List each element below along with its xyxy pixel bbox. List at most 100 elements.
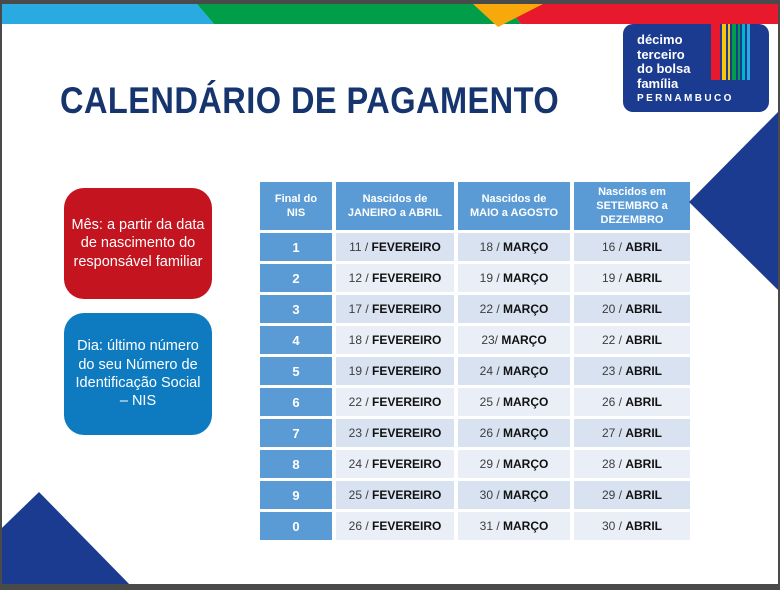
date-month: FEVEREIRO: [371, 240, 441, 254]
table-row: 4 18 / FEVEREIRO 23/ MARÇO 22 / ABRIL: [260, 326, 690, 354]
logo-title: décimo terceiro do bolsa família: [637, 32, 691, 91]
month-note-text: Mês: a partir da data de nascimento do r…: [71, 217, 205, 270]
date-month: FEVEREIRO: [372, 519, 442, 533]
date-day: 12 /: [348, 271, 369, 285]
date-month: MARÇO: [503, 457, 549, 471]
date-day: 20 /: [601, 302, 622, 316]
mai-ago-date-cell: 29 / MARÇO: [458, 450, 570, 478]
date-month: ABRIL: [625, 457, 663, 471]
date-month: ABRIL: [625, 333, 663, 347]
nis-digit-cell: 6: [260, 388, 332, 416]
date-day: 26 /: [348, 519, 369, 533]
date-month: MARÇO: [503, 488, 549, 502]
mai-ago-date-cell: 26 / MARÇO: [458, 419, 570, 447]
mai-ago-date-cell: 24 / MARÇO: [458, 357, 570, 385]
set-dez-date-cell: 19 / ABRIL: [574, 264, 690, 292]
date-day: 30 /: [479, 488, 500, 502]
date-month: ABRIL: [625, 488, 663, 502]
header-final-nis: Final do NIS: [260, 182, 332, 230]
jan-abr-date-cell: 18 / FEVEREIRO: [336, 326, 454, 354]
set-dez-date-cell: 20 / ABRIL: [574, 295, 690, 323]
set-dez-date-cell: 27 / ABRIL: [574, 419, 690, 447]
table-row: 3 17 / FEVEREIRO 22 / MARÇO 20 / ABRIL: [260, 295, 690, 323]
date-month: ABRIL: [625, 519, 663, 533]
mai-ago-date-cell: 31 / MARÇO: [458, 512, 570, 540]
date-month: FEVEREIRO: [372, 364, 442, 378]
page-title: CALENDÁRIO DE PAGAMENTO: [60, 80, 560, 121]
date-day: 23/: [481, 333, 498, 347]
jan-abr-date-cell: 24 / FEVEREIRO: [336, 450, 454, 478]
date-day: 22 /: [601, 333, 622, 347]
date-day: 24 /: [348, 457, 369, 471]
logo-line: décimo: [637, 32, 683, 47]
nis-digit-cell: 9: [260, 481, 332, 509]
date-day: 31 /: [479, 519, 500, 533]
logo-stripes-icon: [711, 24, 750, 80]
date-month: MARÇO: [503, 302, 549, 316]
header-mai-ago: Nascidos de MAIO a AGOSTO: [458, 182, 570, 230]
set-dez-date-cell: 28 / ABRIL: [574, 450, 690, 478]
date-day: 30 /: [601, 519, 622, 533]
table-row: 9 25 / FEVEREIRO 30 / MARÇO 29 / ABRIL: [260, 481, 690, 509]
logo-line: do bolsa: [637, 61, 691, 77]
mai-ago-date-cell: 19 / MARÇO: [458, 264, 570, 292]
date-day: 26 /: [601, 395, 622, 409]
date-month: MARÇO: [503, 426, 549, 440]
set-dez-date-cell: 23 / ABRIL: [574, 357, 690, 385]
mai-ago-date-cell: 18 / MARÇO: [458, 233, 570, 261]
date-day: 18 /: [479, 240, 500, 254]
logo-region-label: PERNAMBUCO: [637, 93, 734, 104]
table-row: 5 19 / FEVEREIRO 24 / MARÇO 23 / ABRIL: [260, 357, 690, 385]
program-logo: décimo terceiro do bolsa família PERNAMB…: [623, 24, 769, 112]
date-month: MARÇO: [503, 240, 549, 254]
date-day: 29 /: [479, 457, 500, 471]
set-dez-date-cell: 26 / ABRIL: [574, 388, 690, 416]
nis-digit-cell: 4: [260, 326, 332, 354]
date-month: MARÇO: [501, 333, 547, 347]
jan-abr-date-cell: 11 / FEVEREIRO: [336, 233, 454, 261]
header-set-dez: Nascidos em SETEMBRO a DEZEMBRO: [574, 182, 690, 230]
date-month: FEVEREIRO: [372, 488, 442, 502]
date-month: FEVEREIRO: [372, 271, 442, 285]
date-month: MARÇO: [503, 364, 549, 378]
date-month: FEVEREIRO: [372, 457, 442, 471]
date-day: 25 /: [479, 395, 500, 409]
date-day: 19 /: [601, 271, 622, 285]
payment-table-body: 1 11 / FEVEREIRO 18 / MARÇO 16 / ABRIL 2…: [260, 233, 690, 540]
nis-digit-cell: 2: [260, 264, 332, 292]
date-month: FEVEREIRO: [372, 395, 442, 409]
set-dez-date-cell: 22 / ABRIL: [574, 326, 690, 354]
bottom-left-triangle: [2, 492, 130, 584]
table-row: 1 11 / FEVEREIRO 18 / MARÇO 16 / ABRIL: [260, 233, 690, 261]
payment-calendar-table: Final do NIS Nascidos de JANEIRO a ABRIL…: [256, 179, 694, 543]
date-month: FEVEREIRO: [372, 302, 442, 316]
date-month: ABRIL: [625, 240, 663, 254]
nis-digit-cell: 1: [260, 233, 332, 261]
date-month: MARÇO: [503, 271, 549, 285]
date-day: 23 /: [601, 364, 622, 378]
date-day: 28 /: [601, 457, 622, 471]
date-month: MARÇO: [503, 519, 549, 533]
mai-ago-date-cell: 22 / MARÇO: [458, 295, 570, 323]
date-day: 25 /: [348, 488, 369, 502]
table-header-row: Final do NIS Nascidos de JANEIRO a ABRIL…: [260, 182, 690, 230]
date-month: ABRIL: [625, 426, 663, 440]
date-month: ABRIL: [625, 302, 663, 316]
logo-line: terceiro: [637, 46, 685, 62]
set-dez-date-cell: 30 / ABRIL: [574, 512, 690, 540]
date-day: 17 /: [348, 302, 369, 316]
set-dez-date-cell: 29 / ABRIL: [574, 481, 690, 509]
table-row: 8 24 / FEVEREIRO 29 / MARÇO 28 / ABRIL: [260, 450, 690, 478]
date-month: ABRIL: [625, 271, 663, 285]
jan-abr-date-cell: 12 / FEVEREIRO: [336, 264, 454, 292]
header-jan-abr: Nascidos de JANEIRO a ABRIL: [336, 182, 454, 230]
date-month: ABRIL: [625, 395, 663, 409]
logo-line: família: [637, 75, 679, 91]
nis-digit-cell: 7: [260, 419, 332, 447]
date-day: 23 /: [348, 426, 369, 440]
date-day: 29 /: [601, 488, 622, 502]
day-note-text: Dia: último número do seu Número de Iden…: [75, 338, 201, 410]
jan-abr-date-cell: 17 / FEVEREIRO: [336, 295, 454, 323]
date-day: 16 /: [601, 240, 622, 254]
